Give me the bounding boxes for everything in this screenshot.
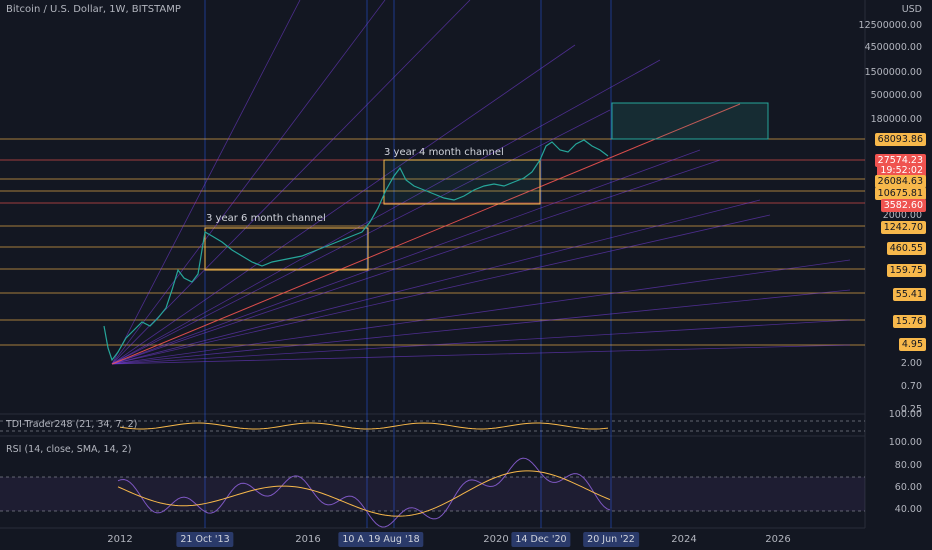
currency-label: USD (902, 4, 922, 15)
fan-line (112, 200, 760, 364)
channel-box (205, 228, 368, 270)
level-tag[interactable]: 15.76 (893, 315, 926, 328)
date-badge: 21 Oct '13 (176, 532, 233, 547)
target-box (612, 103, 768, 139)
fan-line (112, 215, 770, 364)
date-badge: 20 Jun '22 (583, 532, 639, 547)
tdi-line (120, 423, 608, 429)
trend-line (112, 104, 740, 364)
rsi-axis-tick: 100.00 (889, 437, 922, 448)
rsi-axis-tick: 40.00 (895, 504, 922, 515)
level-tag[interactable]: 460.55 (887, 242, 926, 255)
time-axis-tick: 2012 (107, 534, 132, 545)
level-tag[interactable]: 3582.60 (881, 199, 926, 212)
tdi-axis-tick: 100.00 (889, 409, 922, 420)
channel-1-annotation: 3 year 6 month channel (206, 213, 326, 224)
time-axis-tick: 2016 (295, 534, 320, 545)
level-tag[interactable]: 4.95 (899, 338, 926, 351)
level-tag[interactable]: 68093.86 (875, 133, 926, 146)
price-axis-tick: 2.00 (901, 358, 922, 369)
price-axis-tick: 180000.00 (871, 114, 922, 125)
fan-line (112, 260, 850, 364)
price-axis-tick: 1500000.00 (865, 67, 922, 78)
channel-2-annotation: 3 year 4 month channel (384, 147, 504, 158)
date-badge: 19 Aug '18 (364, 532, 423, 547)
time-axis-tick: 2024 (671, 534, 696, 545)
fan-line (112, 110, 610, 364)
time-axis-tick: 2020 (483, 534, 508, 545)
fan-line (112, 0, 385, 364)
fan-line (112, 345, 850, 364)
chart-title: Bitcoin / U.S. Dollar, 1W, BITSTAMP (6, 4, 181, 15)
rsi-axis-tick: 60.00 (895, 482, 922, 493)
fan-line (112, 0, 300, 364)
date-badge: 14 Dec '20 (511, 532, 570, 547)
price-axis-tick: 0.70 (901, 381, 922, 392)
level-tag[interactable]: 159.75 (887, 264, 926, 277)
time-axis-tick: 2026 (765, 534, 790, 545)
rsi-indicator-label[interactable]: RSI (14, close, SMA, 14, 2) (6, 444, 131, 455)
level-tag[interactable]: 55.41 (893, 288, 926, 301)
level-tag[interactable]: 1242.70 (881, 221, 926, 234)
fan-line (112, 60, 660, 364)
price-axis-tick: 500000.00 (871, 90, 922, 101)
price-axis-tick: 12500000.00 (859, 20, 922, 31)
tdi-indicator-label[interactable]: TDI-Trader248 (21, 34, 7, 2) (6, 419, 137, 430)
rsi-axis-tick: 80.00 (895, 460, 922, 471)
price-axis-tick: 4500000.00 (865, 42, 922, 53)
